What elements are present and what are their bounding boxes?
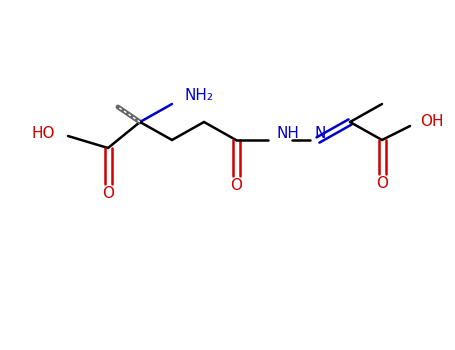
Text: O: O [102,187,114,202]
Text: N: N [314,126,325,141]
Text: NH₂: NH₂ [185,89,214,104]
Text: O: O [376,176,388,191]
Text: NH: NH [276,126,299,140]
Text: HO: HO [31,126,55,140]
Text: O: O [230,178,242,194]
Text: OH: OH [420,114,444,130]
